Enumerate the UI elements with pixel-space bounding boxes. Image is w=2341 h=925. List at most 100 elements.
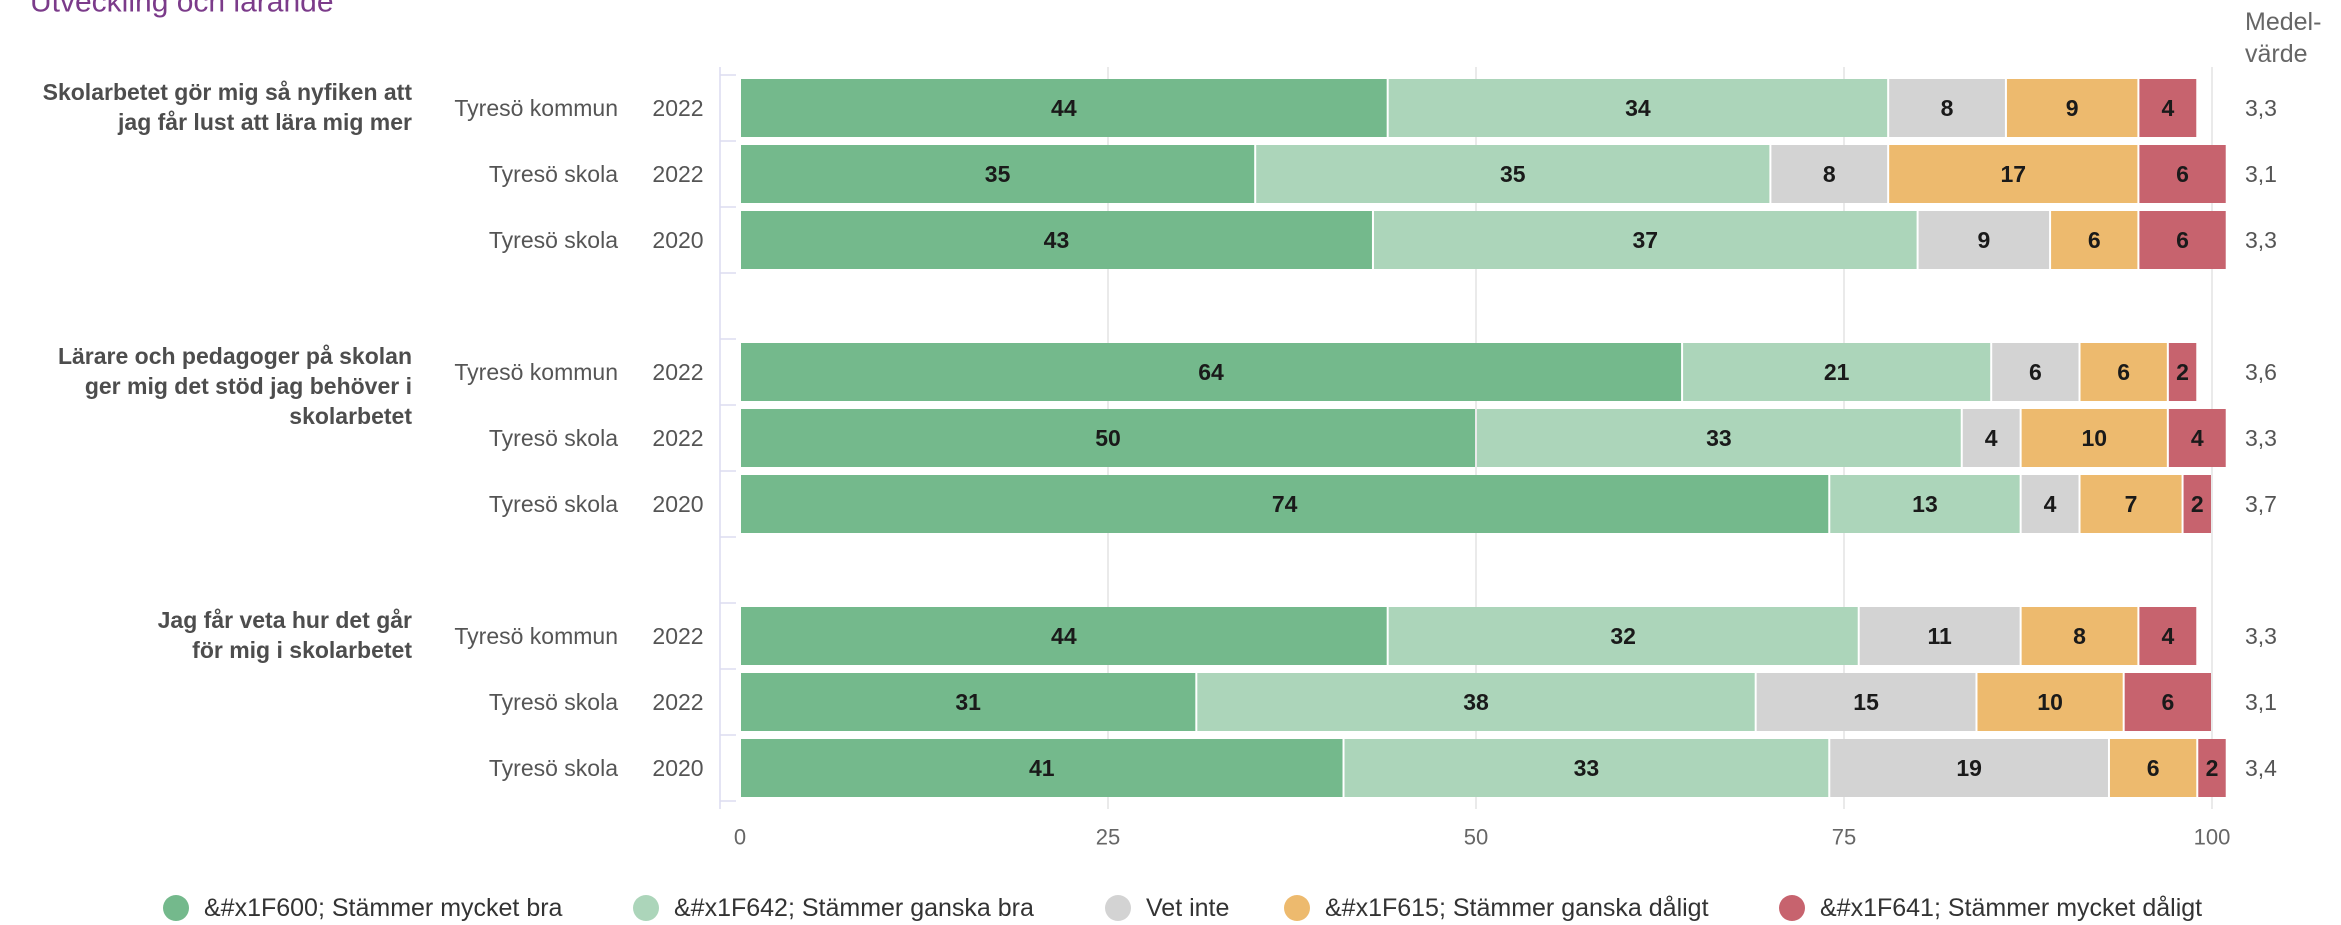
mean-value: 3,7 — [2245, 491, 2277, 517]
row-year-label: 2020 — [652, 227, 703, 253]
bar-value-label: 8 — [1823, 161, 1836, 187]
legend-item-label: &#x1F600; Stämmer mycket bra — [204, 894, 563, 922]
legend-marker — [163, 895, 189, 921]
bar-segment — [1256, 145, 1770, 203]
row-year-label: 2022 — [652, 95, 703, 121]
bar-segment — [1388, 607, 1858, 665]
bar-value-label: 17 — [2000, 161, 2026, 187]
legend-marker — [1779, 895, 1805, 921]
row-unit-label: Tyresö kommun — [454, 95, 618, 121]
bar-segment — [2183, 475, 2211, 533]
question-label: jag får lust att lära mig mer — [117, 109, 412, 135]
row-unit-label: Tyresö skola — [489, 425, 618, 451]
question-label: Lärare och pedagoger på skolan — [58, 343, 412, 369]
chart-title: Utveckling och lärande — [30, 0, 334, 19]
mean-value: 3,3 — [2245, 425, 2277, 451]
bar-value-label: 44 — [1051, 95, 1077, 121]
bar-value-label: 6 — [2176, 227, 2189, 253]
bar-value-label: 38 — [1463, 689, 1489, 715]
bar-segment — [1756, 673, 1976, 731]
bar-segment — [2139, 79, 2197, 137]
bar-value-label: 4 — [1985, 425, 1998, 451]
bar-segment — [2080, 475, 2182, 533]
bar-value-label: 50 — [1095, 425, 1121, 451]
bar-value-label: 21 — [1824, 359, 1850, 385]
bar-segment — [2124, 673, 2211, 731]
bar-value-label: 4 — [2044, 491, 2057, 517]
mean-value: 3,1 — [2245, 689, 2277, 715]
bar-value-label: 6 — [2088, 227, 2101, 253]
bar-segment — [1977, 673, 2123, 731]
bar-value-label: 43 — [1044, 227, 1070, 253]
bar-segment — [1830, 475, 2020, 533]
bar-segment — [1889, 79, 2005, 137]
bar-segment — [1477, 409, 1961, 467]
bar-value-label: 8 — [2073, 623, 2086, 649]
x-tick-label: 100 — [2194, 825, 2231, 850]
question-label: Jag får veta hur det går — [158, 607, 412, 633]
bar-segment — [2021, 475, 2079, 533]
legend-item-label: &#x1F615; Stämmer ganska dåligt — [1325, 894, 1709, 922]
bar-value-label: 74 — [1272, 491, 1298, 517]
mean-value: 3,6 — [2245, 359, 2277, 385]
bar-segment — [2051, 211, 2138, 269]
bar-value-label: 41 — [1029, 755, 1055, 781]
bar-value-label: 11 — [1928, 623, 1953, 649]
x-tick-label: 50 — [1464, 825, 1488, 850]
bar-value-label: 6 — [2147, 755, 2160, 781]
bar-segment — [1771, 145, 1888, 203]
question-label: för mig i skolarbetet — [192, 637, 412, 663]
bar-value-label: 6 — [2161, 689, 2174, 715]
bar-value-label: 10 — [2037, 689, 2063, 715]
row-unit-label: Tyresö skola — [489, 227, 618, 253]
bar-segment — [1918, 211, 2050, 269]
row-unit-label: Tyresö skola — [489, 755, 618, 781]
bar-segment — [741, 607, 1387, 665]
bar-segment — [1197, 673, 1755, 731]
bar-segment — [741, 409, 1475, 467]
bar-value-label: 4 — [2161, 95, 2174, 121]
bar-value-label: 4 — [2191, 425, 2204, 451]
x-tick-label: 0 — [734, 825, 746, 850]
bar-value-label: 9 — [2066, 95, 2079, 121]
bar-segment — [1373, 211, 1917, 269]
bar-segment — [1889, 145, 2138, 203]
bar-value-label: 31 — [955, 689, 981, 715]
bar-segment — [741, 673, 1196, 731]
bar-segment — [741, 79, 1387, 137]
bar-segment — [2139, 145, 2226, 203]
bar-value-label: 35 — [1500, 161, 1526, 187]
row-unit-label: Tyresö skola — [489, 161, 618, 187]
bar-value-label: 32 — [1610, 623, 1636, 649]
bar-segment — [741, 211, 1372, 269]
bar-value-label: 33 — [1706, 425, 1732, 451]
mean-value: 3,3 — [2245, 623, 2277, 649]
mean-value-header: värde — [2245, 40, 2308, 68]
mean-value: 3,1 — [2245, 161, 2277, 187]
bar-value-label: 44 — [1051, 623, 1077, 649]
bar-value-label: 34 — [1625, 95, 1651, 121]
bar-segment — [2006, 79, 2138, 137]
bar-value-label: 4 — [2161, 623, 2174, 649]
bar-value-label: 6 — [2117, 359, 2130, 385]
legend-item-label: Vet inte — [1146, 894, 1229, 922]
row-year-label: 2022 — [652, 623, 703, 649]
bar-segment — [2080, 343, 2167, 401]
bar-segment — [2139, 211, 2226, 269]
mean-value: 3,3 — [2245, 95, 2277, 121]
bar-value-label: 6 — [2029, 359, 2042, 385]
bar-value-label: 6 — [2176, 161, 2189, 187]
bar-value-label: 10 — [2081, 425, 2107, 451]
x-tick-label: 75 — [1832, 825, 1856, 850]
row-year-label: 2020 — [652, 755, 703, 781]
question-label: Skolarbetet gör mig så nyfiken att — [43, 79, 413, 105]
bar-segment — [1683, 343, 1991, 401]
bar-segment — [741, 343, 1682, 401]
mean-value: 3,4 — [2245, 755, 2277, 781]
row-unit-label: Tyresö kommun — [454, 359, 618, 385]
bar-segment — [1859, 607, 2020, 665]
row-unit-label: Tyresö skola — [489, 491, 618, 517]
bar-segment — [2139, 607, 2197, 665]
legend-item-label: &#x1F642; Stämmer ganska bra — [674, 894, 1034, 922]
